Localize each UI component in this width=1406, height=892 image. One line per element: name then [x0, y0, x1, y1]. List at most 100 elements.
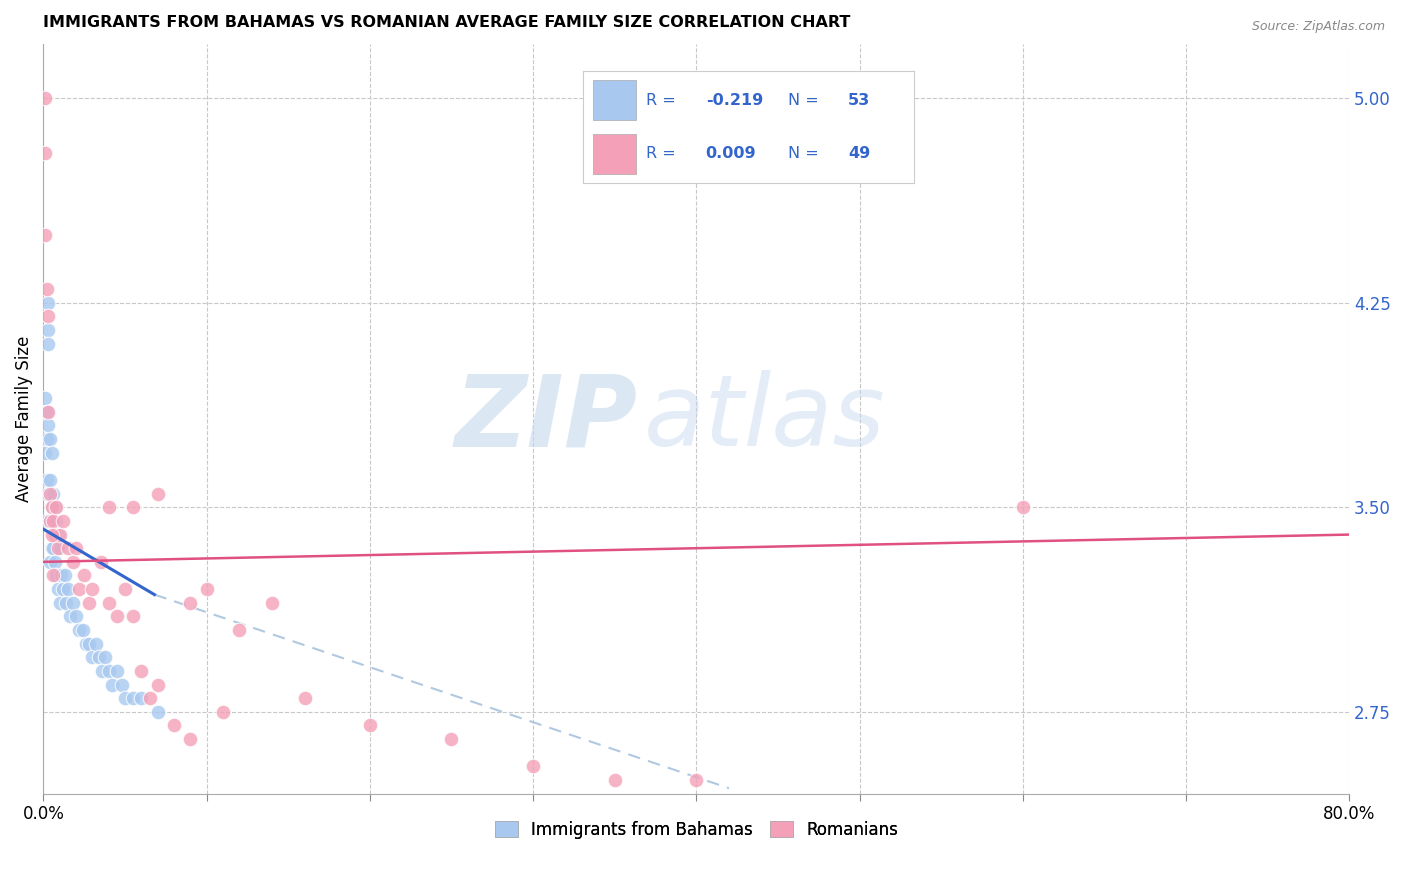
Text: -0.219: -0.219 [706, 93, 763, 108]
Point [37, 295, 59, 310]
Point [77, 596, 100, 610]
Point [72, 623, 94, 637]
Point [42, 541, 65, 556]
Point [146, 705, 169, 719]
Point [146, 677, 169, 691]
Point [48, 596, 70, 610]
Point [42, 514, 65, 528]
Point [42, 486, 65, 500]
Point [685, 772, 707, 787]
Point [97, 596, 120, 610]
Point [35, 405, 58, 419]
Point [94, 650, 117, 665]
Point [56, 541, 79, 556]
Text: 49: 49 [848, 146, 870, 161]
Point [48, 541, 70, 556]
Point [51, 568, 73, 582]
Point [53, 568, 76, 582]
Point [82, 650, 104, 665]
Point [41, 527, 63, 541]
Point [84, 637, 107, 651]
Point [179, 596, 201, 610]
Point [58, 609, 80, 624]
Point [34, 91, 56, 105]
Point [45, 568, 67, 582]
Point [37, 405, 59, 419]
Text: R =: R = [647, 93, 681, 108]
Point [35, 432, 58, 446]
FancyBboxPatch shape [593, 134, 637, 174]
Point [41, 500, 63, 515]
Point [62, 555, 84, 569]
Point [39, 514, 62, 528]
Point [56, 582, 79, 596]
Point [48, 527, 70, 541]
Point [65, 541, 87, 556]
Point [163, 718, 186, 732]
Point [34, 446, 56, 460]
Point [46, 527, 69, 541]
Point [37, 323, 59, 337]
Point [44, 555, 66, 569]
Point [44, 500, 66, 515]
Point [39, 486, 62, 500]
Point [82, 582, 104, 596]
Point [52, 582, 75, 596]
Point [260, 596, 283, 610]
Point [62, 596, 84, 610]
Point [114, 691, 136, 706]
Point [39, 555, 62, 569]
Point [97, 500, 120, 515]
Point [195, 582, 218, 596]
Point [39, 473, 62, 487]
Point [1011, 500, 1033, 515]
Point [41, 541, 63, 556]
Point [46, 582, 69, 596]
Text: 53: 53 [848, 93, 870, 108]
Text: IMMIGRANTS FROM BAHAMAS VS ROMANIAN AVERAGE FAMILY SIZE CORRELATION CHART: IMMIGRANTS FROM BAHAMAS VS ROMANIAN AVER… [44, 15, 851, 30]
Legend: Immigrants from Bahamas, Romanians: Immigrants from Bahamas, Romanians [488, 814, 905, 846]
Point [41, 446, 63, 460]
Text: 0.009: 0.009 [706, 146, 756, 161]
Y-axis label: Average Family Size: Average Family Size [15, 335, 32, 502]
Point [294, 691, 316, 706]
Point [138, 691, 160, 706]
Point [105, 664, 128, 678]
Point [65, 609, 87, 624]
Point [75, 637, 97, 651]
Point [114, 582, 136, 596]
Point [67, 582, 90, 596]
Point [91, 664, 114, 678]
Point [90, 555, 112, 569]
Point [44, 527, 66, 541]
Point [52, 514, 75, 528]
Point [146, 486, 169, 500]
Point [228, 623, 250, 637]
Text: N =: N = [789, 93, 824, 108]
Point [87, 650, 110, 665]
Text: atlas: atlas [644, 370, 886, 467]
Point [42, 568, 65, 582]
Point [101, 677, 124, 691]
Point [122, 500, 145, 515]
Point [212, 705, 235, 719]
Point [39, 432, 62, 446]
Point [131, 691, 153, 706]
Text: Source: ZipAtlas.com: Source: ZipAtlas.com [1251, 20, 1385, 33]
Point [35, 473, 58, 487]
Point [603, 772, 626, 787]
Point [122, 609, 145, 624]
Point [105, 609, 128, 624]
Text: N =: N = [789, 146, 824, 161]
Point [440, 732, 463, 747]
Point [179, 732, 201, 747]
Point [37, 310, 59, 324]
Point [46, 541, 69, 556]
Point [522, 759, 544, 773]
Point [359, 718, 381, 732]
Point [39, 514, 62, 528]
Point [35, 282, 58, 296]
Point [34, 227, 56, 242]
Point [37, 418, 59, 433]
Point [97, 664, 120, 678]
